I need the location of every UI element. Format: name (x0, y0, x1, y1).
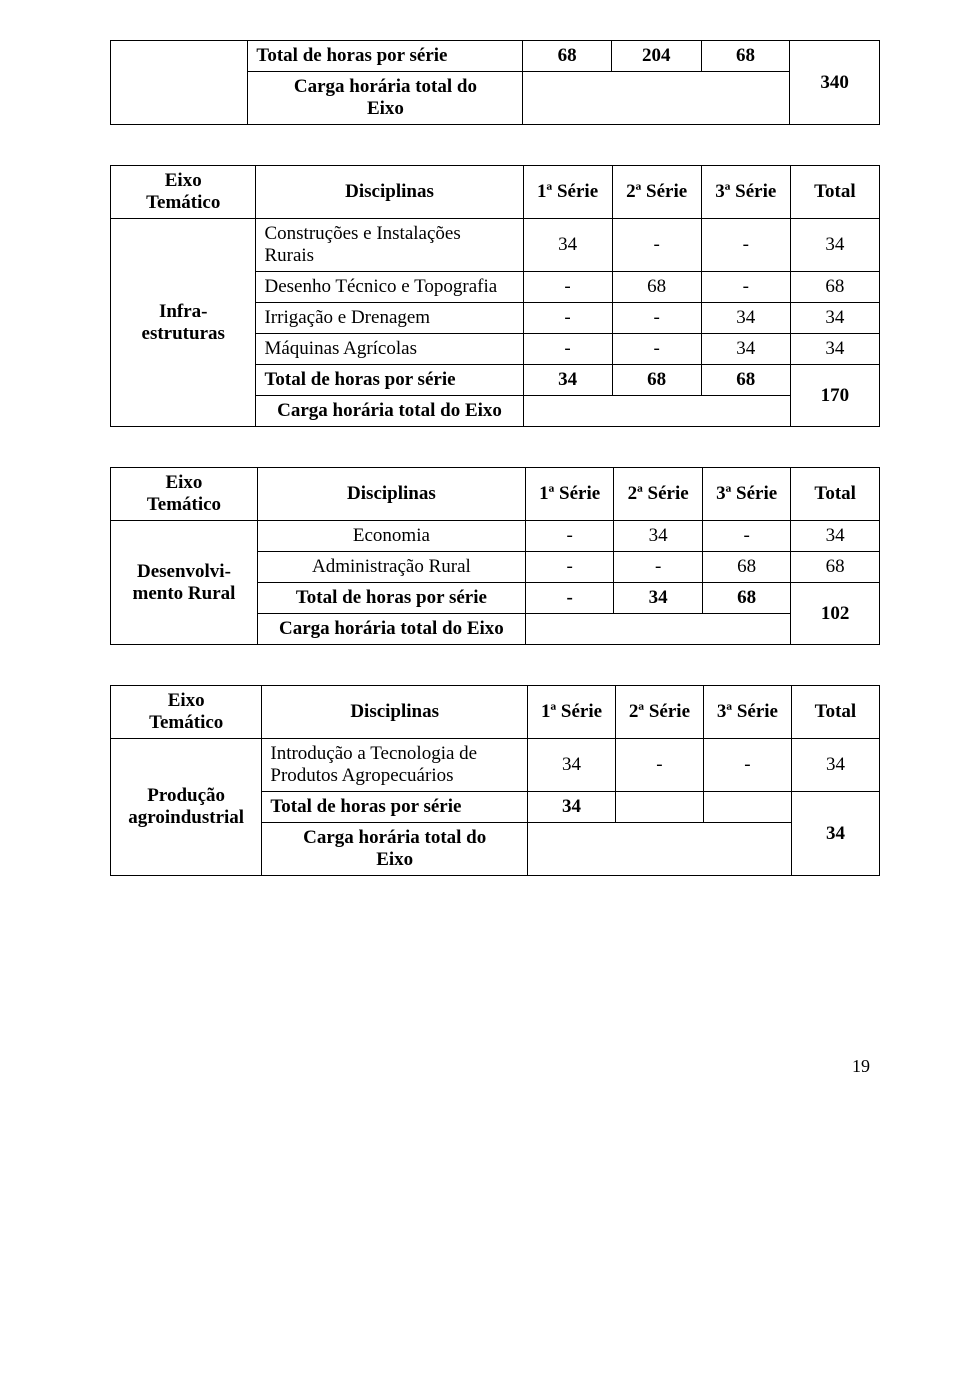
table-3: Eixo Temático Disciplinas 1ª Série 2ª Sé… (110, 467, 880, 645)
cell-total: 170 (790, 365, 879, 427)
header-s1: 1ª Série (525, 468, 613, 521)
cell-label: Desenho Técnico e Topografia (256, 272, 523, 303)
cell-merged (525, 614, 790, 645)
cell-val: - (702, 521, 790, 552)
cell-label: Irrigação e Drenagem (256, 303, 523, 334)
cell-val: - (525, 521, 613, 552)
cell-merged (528, 823, 792, 876)
cell-total: 340 (820, 72, 849, 93)
left-label: Produção agroindustrial (111, 739, 262, 876)
page-number: 19 (110, 1056, 880, 1077)
header-eixo: Eixo Temático (111, 686, 262, 739)
cell-label: Total de horas por série (248, 41, 523, 72)
cell-val: 34 (523, 219, 612, 272)
left-label: Infra- estruturas (111, 219, 256, 427)
cell-val: - (614, 552, 702, 583)
cell-val: 34 (790, 219, 879, 272)
cell-val: - (525, 583, 613, 614)
cell-val: - (523, 272, 612, 303)
cell-val: 34 (791, 739, 879, 792)
left-label: Desenvolvi- mento Rural (111, 521, 258, 645)
header-disciplinas: Disciplinas (262, 686, 528, 739)
cell-label: Carga horária total do Eixo (256, 396, 523, 427)
header-eixo: Eixo Temático (111, 166, 256, 219)
cell-total: 34 (791, 792, 879, 876)
cell-val: - (523, 303, 612, 334)
cell-val: - (703, 739, 791, 792)
cell-val: 34 (614, 521, 702, 552)
cell-val: 34 (523, 365, 612, 396)
header-total: Total (791, 468, 880, 521)
header-s3: 3ª Série (703, 686, 791, 739)
cell-val: 68 (523, 41, 611, 72)
table-4: Eixo Temático Disciplinas 1ª Série 2ª Sé… (110, 685, 880, 876)
header-row: Eixo Temático Disciplinas 1ª Série 2ª Sé… (111, 166, 880, 219)
cell-val: 34 (528, 739, 616, 792)
header-s2: 2ª Série (615, 686, 703, 739)
header-s3: 3ª Série (702, 468, 790, 521)
cell-label: Carga horária total do Eixo (257, 614, 525, 645)
table-row: Produção agroindustrial Introdução a Tec… (111, 739, 880, 792)
header-s2: 2ª Série (612, 166, 701, 219)
cell-label: Administração Rural (257, 552, 525, 583)
header-disciplinas: Disciplinas (257, 468, 525, 521)
cell-val: - (612, 334, 701, 365)
cell-label: Carga horária total do Eixo (262, 823, 528, 876)
cell-label: Carga horária total do Eixo (248, 72, 523, 125)
header-s3: 3ª Série (701, 166, 790, 219)
header-eixo: Eixo Temático (111, 468, 258, 521)
cell-merged (523, 72, 790, 125)
cell-label: Total de horas por série (256, 365, 523, 396)
cell-val (615, 792, 703, 823)
cell-val: 34 (614, 583, 702, 614)
header-row: Eixo Temático Disciplinas 1ª Série 2ª Sé… (111, 468, 880, 521)
cell-val: - (612, 303, 701, 334)
header-row: Eixo Temático Disciplinas 1ª Série 2ª Sé… (111, 686, 880, 739)
blank-left-cell (111, 41, 248, 125)
table-1: Total de horas por série 68 204 68 340 C… (110, 40, 880, 125)
cell-val: 34 (528, 792, 616, 823)
cell-val: 204 (611, 41, 701, 72)
cell-val: 68 (790, 272, 879, 303)
cell-val: 68 (612, 272, 701, 303)
cell-val: 68 (612, 365, 701, 396)
cell-label: Introdução a Tecnologia de Produtos Agro… (262, 739, 528, 792)
cell-val: - (701, 219, 790, 272)
cell-merged (523, 396, 790, 427)
table-row: Infra- estruturas Construções e Instalaç… (111, 219, 880, 272)
cell-label: Máquinas Agrícolas (256, 334, 523, 365)
cell-val: 68 (702, 552, 790, 583)
table-2: Eixo Temático Disciplinas 1ª Série 2ª Sé… (110, 165, 880, 427)
cell-val: 34 (701, 334, 790, 365)
cell-val: 68 (701, 365, 790, 396)
cell-label: Economia (257, 521, 525, 552)
header-total: Total (790, 166, 879, 219)
cell-val: 34 (791, 521, 880, 552)
cell-val: 34 (790, 334, 879, 365)
cell-label: Construções e Instalações Rurais (256, 219, 523, 272)
cell-label: Total de horas por série (257, 583, 525, 614)
header-s2: 2ª Série (614, 468, 702, 521)
cell-val: 340 (790, 41, 880, 125)
cell-val: 68 (702, 583, 790, 614)
cell-val: 34 (790, 303, 879, 334)
cell-val (703, 792, 791, 823)
header-s1: 1ª Série (523, 166, 612, 219)
cell-val: - (701, 272, 790, 303)
cell-val: - (523, 334, 612, 365)
header-s1: 1ª Série (528, 686, 616, 739)
cell-val: 68 (791, 552, 880, 583)
cell-total: 102 (791, 583, 880, 645)
cell-val: 68 (701, 41, 789, 72)
cell-val: - (615, 739, 703, 792)
header-total: Total (791, 686, 879, 739)
table-row: Desenvolvi- mento Rural Economia - 34 - … (111, 521, 880, 552)
cell-val: - (525, 552, 613, 583)
cell-val: 34 (701, 303, 790, 334)
cell-label: Total de horas por série (262, 792, 528, 823)
header-disciplinas: Disciplinas (256, 166, 523, 219)
table-row: Total de horas por série 68 204 68 340 (111, 41, 880, 72)
cell-val: - (612, 219, 701, 272)
